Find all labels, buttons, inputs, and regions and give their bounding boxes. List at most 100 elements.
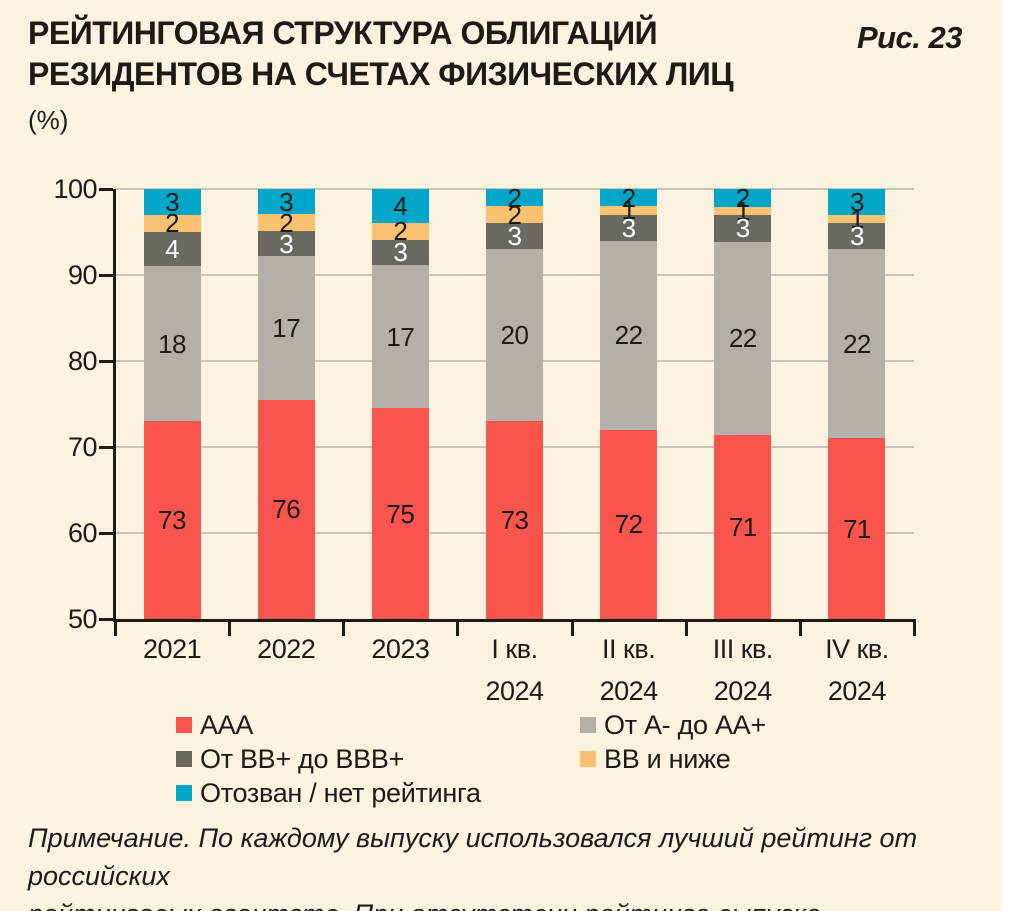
x-category-label: 2022 <box>257 634 316 664</box>
bar: 2 1 3 22 71 <box>714 185 772 619</box>
bar-segment: 1 <box>714 198 772 224</box>
segment-value-label: 2 <box>507 182 522 213</box>
legend-swatch <box>176 785 192 801</box>
bar-segment: 2 <box>600 185 658 211</box>
segment-value-label: 4 <box>393 190 408 221</box>
segment-value-label: 1 <box>735 195 750 226</box>
legend-swatch <box>176 717 192 733</box>
segment-value-label: 3 <box>849 221 864 252</box>
chart-legend: AAA От ВВ+ до ВВВ+ Отозван / нет рейтинга О… <box>176 709 766 811</box>
x-category-label: III кв. 2024 <box>712 634 774 706</box>
bar: 2 1 3 22 72 <box>600 185 658 619</box>
bar-segment: 4 <box>371 189 429 223</box>
x-category-label: IV кв. 2024 <box>825 634 889 706</box>
x-tick <box>570 622 574 636</box>
segment-value-label: 17 <box>386 321 415 352</box>
x-axis <box>113 619 916 622</box>
x-category-label: 2023 <box>371 634 430 664</box>
segment-value-label: 22 <box>728 323 757 354</box>
legend-label: От ВВ+ до ВВВ+ <box>200 744 405 774</box>
y-tick <box>99 532 113 535</box>
bar-segment: 73 <box>143 421 201 619</box>
bar-segment: 3 <box>714 215 772 242</box>
x-tick <box>913 622 916 636</box>
legend-item: От А- до АА+ <box>580 709 766 743</box>
segment-value-label: 71 <box>728 511 757 542</box>
bar: 4 2 3 17 75 <box>371 189 429 619</box>
bar: 3 2 4 18 73 <box>143 189 201 619</box>
legend-swatch <box>580 751 596 767</box>
bar-segment: 4 <box>143 231 201 267</box>
legend-item: ВВ и ниже <box>580 743 766 777</box>
bar-segment: 1 <box>828 206 886 232</box>
bar-segment: 17 <box>371 264 429 409</box>
bar-segment: 71 <box>714 434 772 619</box>
bar-segment: 3 <box>600 212 658 243</box>
bar-segment: 75 <box>371 408 429 619</box>
x-tick <box>342 622 346 636</box>
page-edge <box>1002 0 1009 911</box>
segment-value-label: 3 <box>621 212 636 243</box>
bar-segment: 2 <box>486 202 543 228</box>
segment-value-label: 2 <box>279 207 294 238</box>
x-tick <box>114 622 117 636</box>
segment-value-label: 1 <box>849 204 864 235</box>
legend-item: Отозван / нет рейтинга <box>176 777 580 811</box>
bar: 3 2 3 17 76 <box>257 186 315 619</box>
bar-segment: 20 <box>486 249 543 422</box>
bar-segment: 22 <box>600 240 658 430</box>
bar-segment: 22 <box>714 241 772 435</box>
legend-item: AAA <box>176 709 580 743</box>
x-category-label: II кв. 2024 <box>599 634 659 706</box>
segment-value-label: 75 <box>386 498 415 529</box>
segment-value-label: 3 <box>849 186 864 217</box>
bar-segment: 2 <box>143 210 201 236</box>
legend-swatch <box>176 751 192 767</box>
y-axis-tick-label: 80 <box>67 346 98 376</box>
y-tick <box>99 188 113 191</box>
chart-title: РЕЙТИНГОВАЯ СТРУКТУРА ОБЛИГАЦИЙ РЕЗИДЕНТ… <box>28 15 734 92</box>
segment-value-label: 76 <box>272 494 301 525</box>
segment-value-label: 2 <box>393 216 408 247</box>
legend-label: От А- до АА+ <box>604 710 766 740</box>
bar-segment: 2 <box>714 185 772 211</box>
segment-value-label: 73 <box>500 505 529 536</box>
bar-segment: 18 <box>143 266 201 422</box>
segment-value-label: 22 <box>842 328 871 359</box>
segment-value-label: 20 <box>500 320 529 351</box>
x-tick <box>684 622 688 636</box>
segment-value-label: 1 <box>621 195 636 226</box>
y-axis-tick-label: 60 <box>67 518 98 548</box>
bar-segment: 3 <box>371 239 429 265</box>
footnote: Примечание. По каждому выпуску использов… <box>28 823 918 911</box>
bar-segment: 1 <box>600 197 658 223</box>
segment-value-label: 3 <box>279 228 294 259</box>
bar-segment: 73 <box>486 421 543 619</box>
legend-label: ВВ и ниже <box>604 744 731 774</box>
segment-value-label: 2 <box>165 208 180 239</box>
legend-item: От ВВ+ до ВВВ+ <box>176 743 580 777</box>
bar-segment: 3 <box>828 186 886 217</box>
bar-segment: 3 <box>828 221 886 252</box>
y-tick <box>99 618 113 621</box>
segment-value-label: 2 <box>507 199 522 230</box>
segment-value-label: 72 <box>614 509 643 540</box>
bar-segment: 71 <box>828 438 886 619</box>
y-tick <box>99 446 113 449</box>
x-tick <box>228 622 232 636</box>
segment-value-label: 3 <box>279 186 294 217</box>
y-axis-tick-label: 100 <box>53 174 97 204</box>
bar: 2 2 3 20 73 <box>486 185 543 619</box>
segment-value-label: 2 <box>621 182 636 213</box>
y-tick <box>99 274 113 277</box>
units-label: (%) <box>28 105 69 135</box>
y-tick <box>99 360 113 363</box>
bar-segment: 2 <box>257 210 315 236</box>
bar-segment: 2 <box>486 185 543 211</box>
x-category-label: I кв. 2024 <box>485 634 544 706</box>
bar-segment: 76 <box>257 399 315 619</box>
bar-segment: 22 <box>828 249 886 439</box>
legend-swatch <box>580 717 596 733</box>
segment-value-label: 17 <box>272 313 301 344</box>
